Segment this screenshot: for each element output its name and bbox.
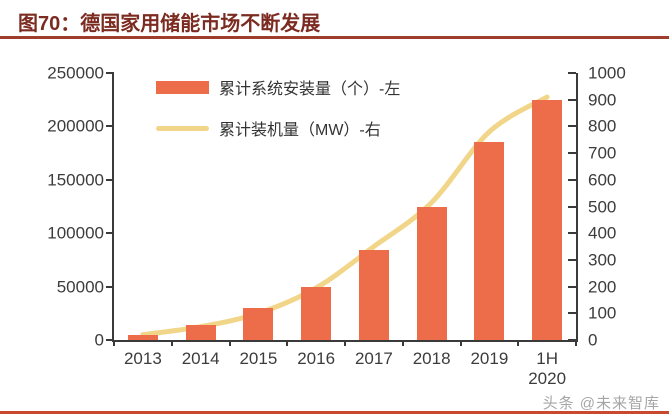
left-axis-tick-label: 250000 <box>47 63 104 83</box>
right-axis-tick-label: 700 <box>588 143 617 163</box>
left-axis-tick-label: 100000 <box>47 223 104 243</box>
x-axis-category-label: 2017 <box>354 349 393 368</box>
right-axis-tick-label: 300 <box>588 250 617 270</box>
x-axis-tick <box>517 340 520 346</box>
x-axis-tick <box>228 340 231 346</box>
x-axis-category-label: 2019 <box>470 349 509 368</box>
right-axis-tick <box>568 125 576 128</box>
right-axis-tick-label: 600 <box>588 170 617 190</box>
right-axis-tick <box>568 312 576 315</box>
right-axis-tick <box>568 339 576 341</box>
left-axis-tick <box>106 125 114 128</box>
right-axis-tick-label: 400 <box>588 223 617 243</box>
legend-label-systems: 累计系统安装量（个）-左 <box>219 81 401 98</box>
right-axis-tick <box>568 205 576 208</box>
watermark: 头条 @未来智库 <box>542 395 660 412</box>
right-axis-tick-label: 200 <box>588 277 617 297</box>
x-axis-tick <box>344 340 346 346</box>
x-axis-tick <box>113 340 115 346</box>
bar-2015 <box>243 307 274 340</box>
x-axis-tick <box>459 340 462 346</box>
x-axis-tick <box>170 340 173 346</box>
left-axis-tick-label: 200000 <box>47 116 104 136</box>
left-axis-tick <box>106 339 114 341</box>
x-axis-tick <box>286 340 289 346</box>
right-axis-tick-label: 100 <box>588 303 617 323</box>
right-axis-tick <box>568 285 576 288</box>
bar-series-swatch <box>156 80 209 94</box>
bar-2018 <box>416 206 447 340</box>
x-axis-category-label: 2016 <box>297 349 336 368</box>
figure-title: 图70：德国家用储能市场不断发展 <box>18 13 321 35</box>
x-axis-category-label: 2014 <box>181 349 220 368</box>
right-axis-tick-label: 800 <box>588 116 617 136</box>
bar-2016 <box>301 286 332 340</box>
right-axis-tick-label: 500 <box>588 197 617 216</box>
left-axis-tick-label: 50000 <box>56 277 104 297</box>
right-axis-tick <box>568 258 576 261</box>
right-axis-tick <box>568 178 576 181</box>
left-axis-tick-label: 150000 <box>47 170 104 190</box>
left-axis-tick <box>106 72 114 74</box>
line-series-path <box>140 94 550 338</box>
left-axis-tick <box>106 178 114 181</box>
left-axis-tick <box>106 285 114 288</box>
bar-2013 <box>127 334 158 340</box>
legend-item-systems: 累计系统安装量（个）-左 <box>156 78 401 98</box>
legend-label-mw: 累计装机量（MW）-右 <box>219 122 381 139</box>
title-divider <box>0 36 669 39</box>
x-axis-tick <box>575 340 577 346</box>
bar-1H 2020 <box>532 99 563 340</box>
bottom-divider <box>0 411 669 414</box>
right-axis-tick <box>568 98 576 101</box>
right-axis-tick <box>568 72 576 74</box>
bar-2019 <box>474 142 505 340</box>
line-series-svg <box>140 94 550 338</box>
right-axis-tick <box>568 232 576 235</box>
bar-2017 <box>358 250 389 340</box>
plot-area: 0 50000 100000 150000 200000 250000 0 100 200 300… <box>47 65 626 388</box>
left-axis-tick-label: 0 <box>94 330 104 350</box>
x-axis-tick <box>401 340 404 346</box>
x-axis-category-label: 2018 <box>412 349 451 368</box>
x-axis-category-label: 2013 <box>123 349 162 368</box>
right-axis-tick <box>568 152 576 155</box>
legend-item-mw: 累计装机量（MW）-右 <box>156 119 400 139</box>
line-series-swatch <box>156 125 209 131</box>
right-axis-tick-label: 900 <box>588 90 617 110</box>
x-axis-category-label: 2015 <box>239 349 278 368</box>
right-axis-tick-label: 1000 <box>588 63 626 83</box>
bar-2014 <box>185 325 216 340</box>
left-axis-tick <box>106 232 114 235</box>
right-axis-tick-label: 0 <box>588 330 598 350</box>
x-axis-category-label: 1H 2020 <box>528 349 567 388</box>
legend: 累计系统安装量（个）-左 累计装机量（MW）-右 <box>156 78 401 139</box>
